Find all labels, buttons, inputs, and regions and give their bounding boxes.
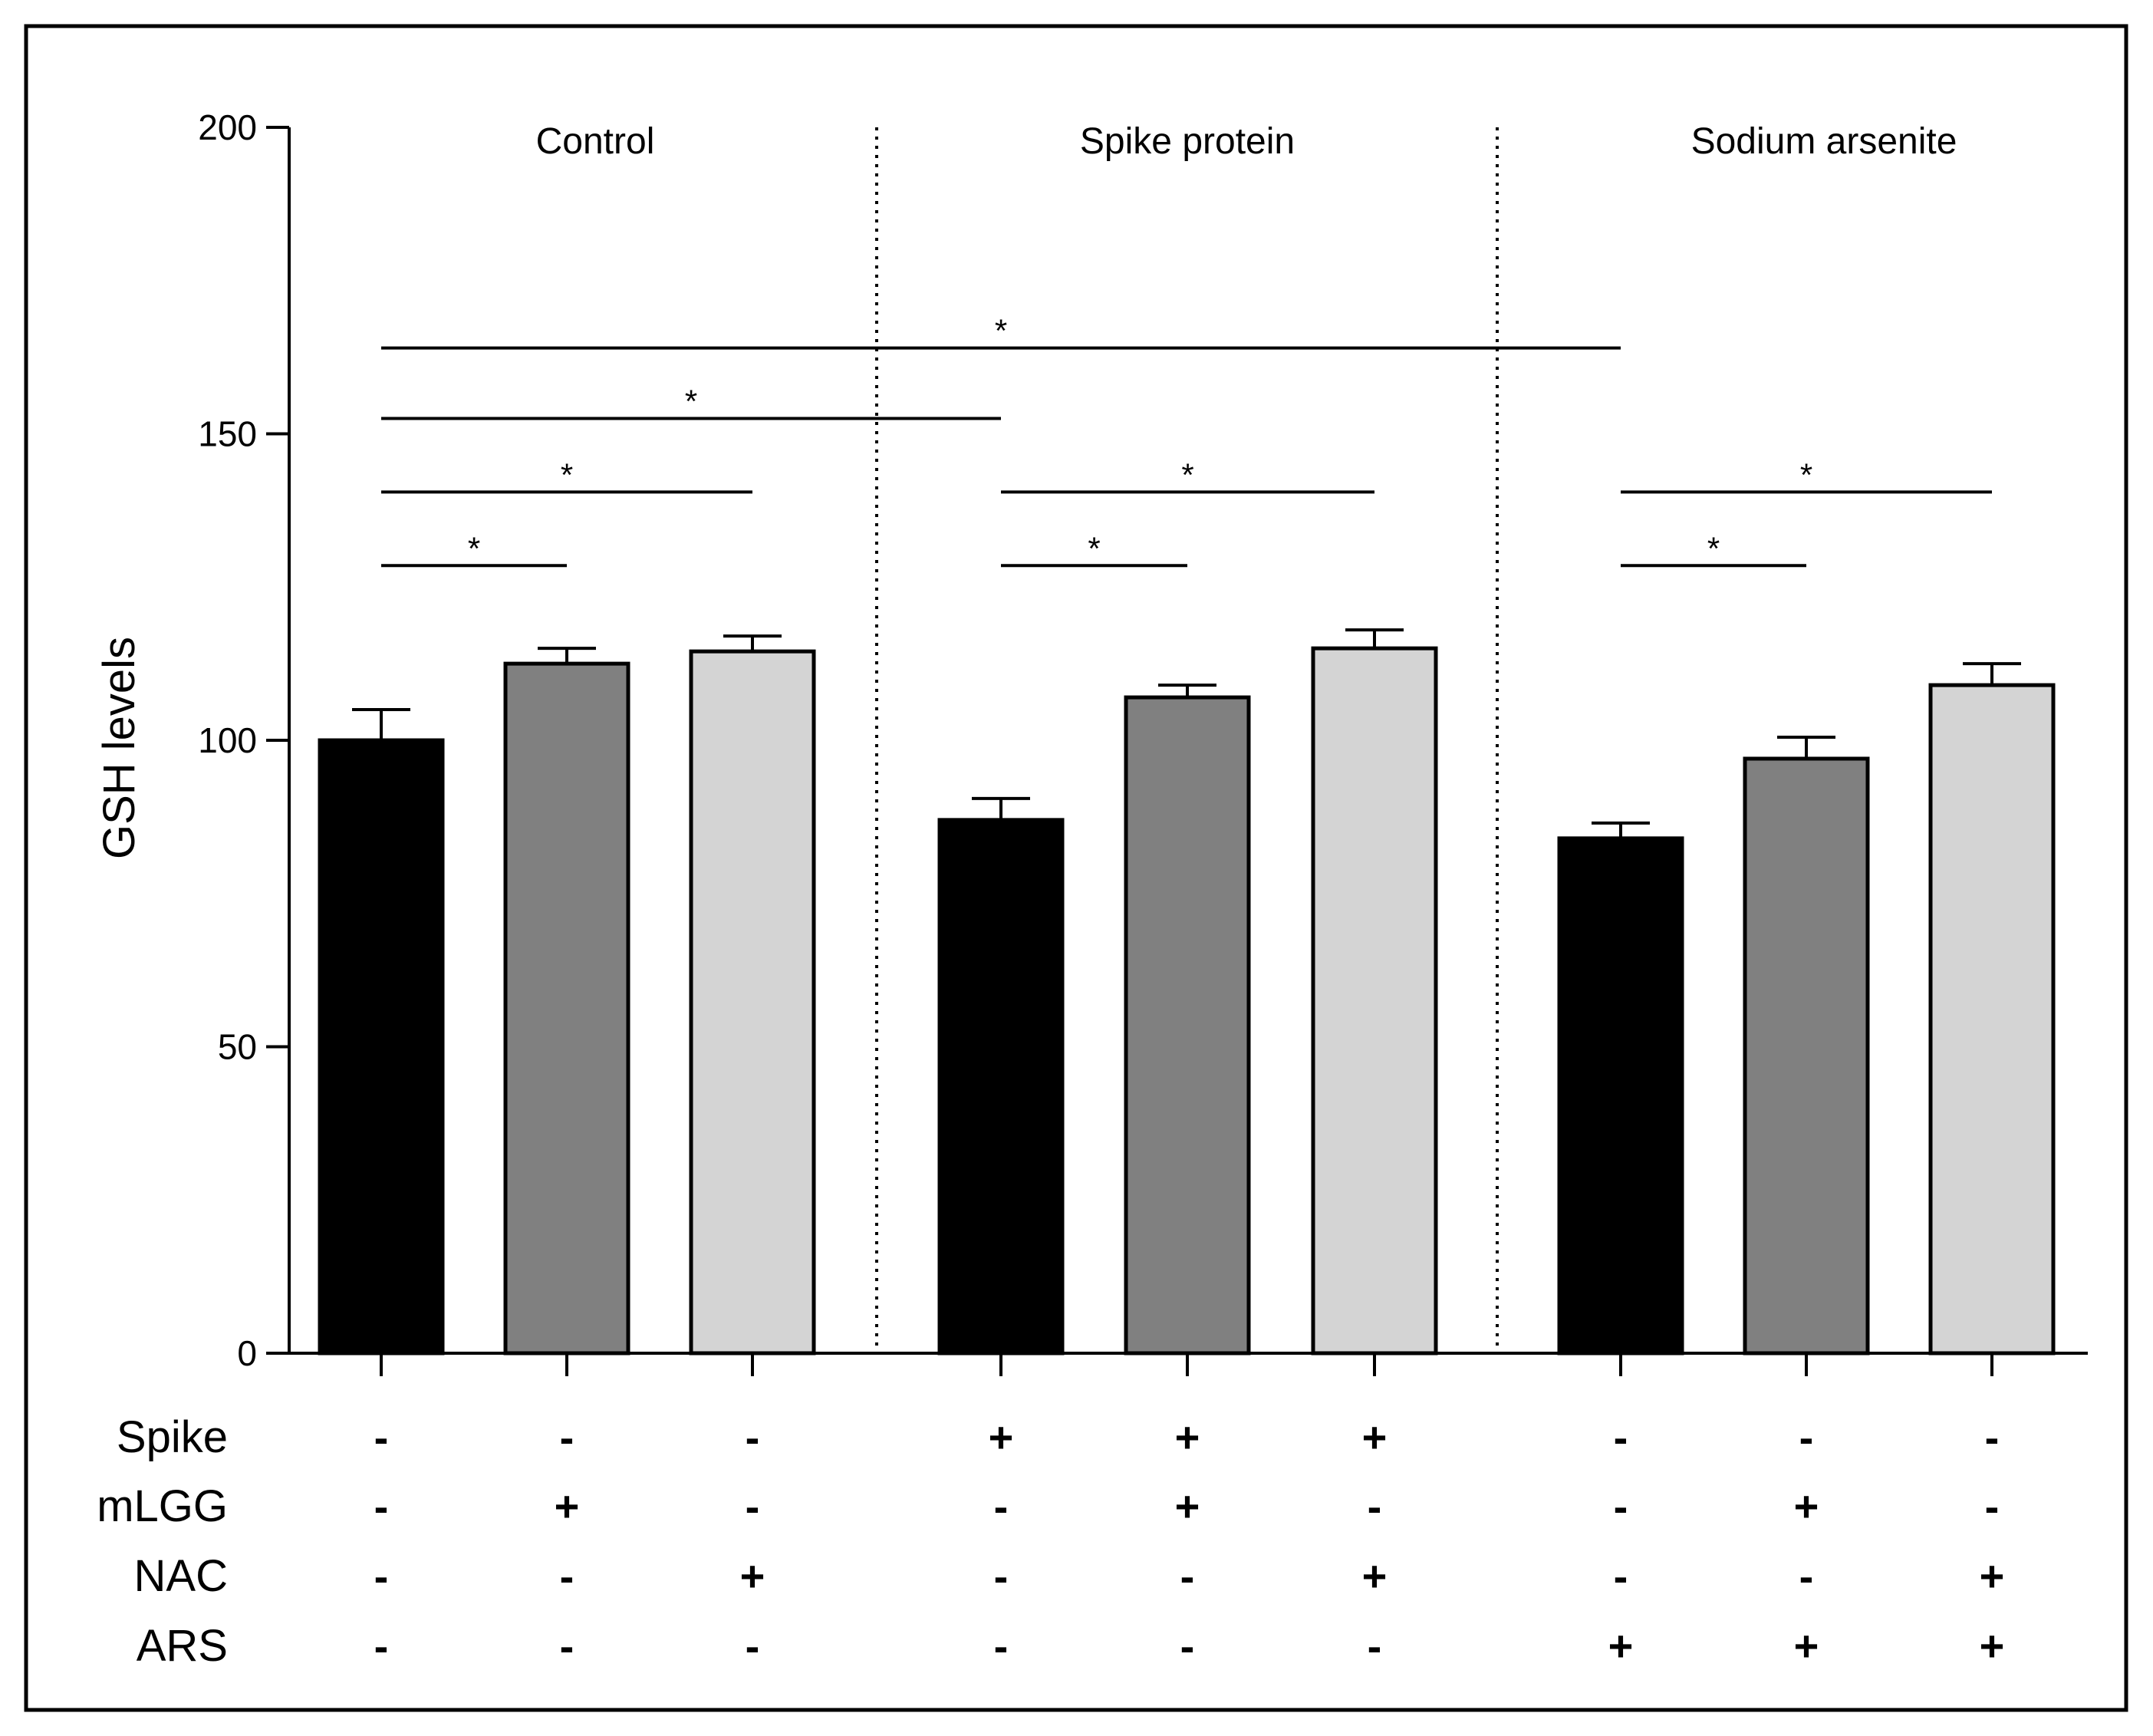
treatment-sign: - [1985, 1482, 2000, 1530]
treatment-sign: - [1614, 1413, 1628, 1461]
treatment-sign: - [746, 1413, 760, 1461]
treatment-sign: + [555, 1482, 580, 1530]
treatment-sign: - [1368, 1482, 1382, 1530]
treatment-sign: + [1794, 1622, 1819, 1670]
treatment-sign: - [1614, 1552, 1628, 1600]
treatment-row-label: mLGG [97, 1481, 228, 1531]
treatment-sign: - [1799, 1413, 1814, 1461]
treatment-sign: - [560, 1622, 574, 1670]
treatment-sign: - [1368, 1622, 1382, 1670]
treatment-sign: - [560, 1552, 574, 1600]
treatment-sign: + [1980, 1552, 2005, 1600]
y-axis-label: GSH levels [94, 637, 144, 859]
y-tick-label: 100 [198, 720, 257, 760]
significance-star: * [685, 384, 697, 420]
treatment-row-label: Spike [117, 1412, 228, 1462]
treatment-sign: - [1799, 1552, 1814, 1600]
bar [1311, 646, 1438, 1356]
y-tick-label: 150 [198, 414, 257, 454]
treatment-sign: - [560, 1413, 574, 1461]
group-title: Control [536, 121, 655, 162]
treatment-sign: - [374, 1552, 389, 1600]
treatment-sign: - [746, 1482, 760, 1530]
treatment-sign: + [989, 1413, 1014, 1461]
significance-star: * [995, 313, 1007, 349]
treatment-sign: + [1175, 1482, 1200, 1530]
treatment-sign: - [1614, 1482, 1628, 1530]
treatment-sign: - [994, 1622, 1009, 1670]
treatment-sign: - [994, 1552, 1009, 1600]
treatment-sign: - [1180, 1552, 1195, 1600]
treatment-sign: - [1985, 1413, 2000, 1461]
treatment-sign: + [1980, 1622, 2005, 1670]
plot-area: 0 50 100 150 200 Control Spike protein Sodium a… [97, 107, 2088, 1671]
treatment-sign: + [1608, 1622, 1634, 1670]
treatment-sign: - [1180, 1622, 1195, 1670]
bar [503, 661, 630, 1356]
treatment-sign: - [994, 1482, 1009, 1530]
significance-star: * [561, 456, 573, 492]
significance-star: * [1088, 530, 1100, 566]
bar [689, 649, 816, 1356]
y-tick-label: 0 [237, 1333, 257, 1373]
treatment-row-label: ARS [137, 1621, 228, 1671]
group-title: Spike protein [1080, 121, 1295, 162]
group-title: Sodium arsenite [1691, 121, 1957, 162]
significance-star: * [468, 530, 480, 566]
treatment-sign: - [374, 1413, 389, 1461]
treatment-row-label: NAC [134, 1551, 228, 1601]
treatment-sign: + [1175, 1413, 1200, 1461]
treatment-sign: + [740, 1552, 765, 1600]
significance-star: * [1181, 456, 1193, 492]
treatment-sign: + [1362, 1552, 1388, 1600]
bar [1124, 695, 1251, 1356]
treatment-sign: - [374, 1482, 389, 1530]
bar [1743, 756, 1870, 1356]
y-tick-label: 50 [218, 1027, 257, 1067]
y-tick-label: 200 [198, 107, 257, 147]
bar [1557, 836, 1684, 1356]
bar [1928, 683, 2056, 1356]
significance-star: * [1707, 530, 1720, 566]
significance-star: * [1800, 456, 1812, 492]
bar [937, 818, 1065, 1356]
bar [318, 738, 445, 1356]
treatment-sign: + [1362, 1413, 1388, 1461]
treatment-sign: - [374, 1622, 389, 1670]
treatment-sign: - [746, 1622, 760, 1670]
treatment-sign: + [1794, 1482, 1819, 1530]
